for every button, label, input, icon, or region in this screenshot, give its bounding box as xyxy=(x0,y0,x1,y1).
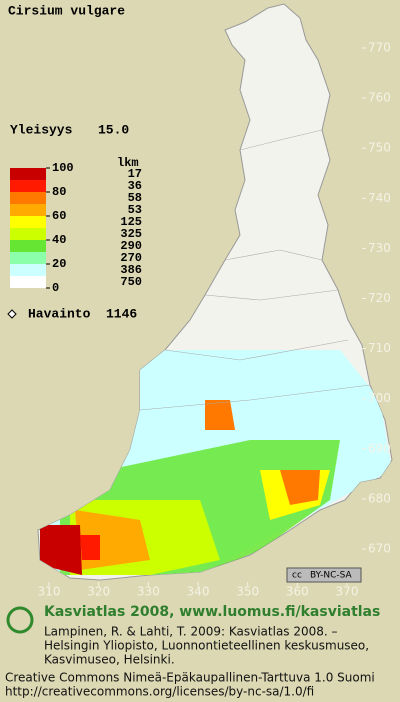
scale-tick-label: 60 xyxy=(52,209,66,223)
class-count: 125 xyxy=(120,215,142,229)
northing-tick-label: 760 xyxy=(368,91,391,105)
legend-swatch xyxy=(10,276,46,288)
class-count: 325 xyxy=(120,227,142,241)
easting-tick-label: 350 xyxy=(236,585,259,599)
legend-swatch xyxy=(10,168,46,180)
legend-swatch xyxy=(10,180,46,192)
logo xyxy=(6,606,34,634)
legend-swatch xyxy=(10,192,46,204)
class-count: 750 xyxy=(120,275,142,289)
northing-tick-label: 750 xyxy=(368,141,391,155)
species-title: Cirsium vulgare xyxy=(8,3,125,18)
northing-tick-label: 730 xyxy=(368,241,391,255)
northing-tick-label: 710 xyxy=(368,341,391,355)
license-line: Creative Commons Nimeä-Epäkaupallinen-Ta… xyxy=(5,671,375,685)
class-count: 270 xyxy=(120,251,142,265)
scale-tick-label: 0 xyxy=(52,281,59,295)
easting-tick-label: 330 xyxy=(137,585,160,599)
site-link: Kasviatlas 2008, www.luomus.fi/kasviatla… xyxy=(44,604,380,620)
northing-tick-label: 770 xyxy=(368,41,391,55)
frequency-label: Yleisyys xyxy=(10,122,73,137)
easting-tick-label: 320 xyxy=(87,585,110,599)
scale-tick-label: 40 xyxy=(52,233,66,247)
northing-tick-label: 720 xyxy=(368,291,391,305)
license-line: http://creativecommons.org/licenses/by-n… xyxy=(5,685,314,699)
heat-layer xyxy=(40,350,392,575)
legend-swatch xyxy=(10,264,46,276)
citation-line: Helsingin Yliopisto, Luonnontieteellinen… xyxy=(44,639,369,653)
class-count: 17 xyxy=(128,167,142,181)
grid-ticks: 770 760 750 740 730 720 710 700 690 680 670 310 320 3… xyxy=(38,41,391,599)
class-count: 53 xyxy=(128,203,142,217)
citation-line: Kasvimuseo, Helsinki. xyxy=(44,653,175,667)
northing-tick-label: 700 xyxy=(368,391,391,405)
northing-tick-label: 680 xyxy=(368,491,391,505)
scale-tick-label: 80 xyxy=(52,185,66,199)
observation-count: 1146 xyxy=(106,306,137,321)
legend-swatch xyxy=(10,216,46,228)
license-badge-cc: cc xyxy=(292,571,302,581)
license-badge-box xyxy=(286,567,362,583)
northing-tick-label: 670 xyxy=(368,542,391,556)
legend-swatch xyxy=(10,252,46,264)
class-count: 290 xyxy=(120,239,142,253)
scale-tick-label: 20 xyxy=(52,257,66,271)
legend-swatch xyxy=(10,228,46,240)
legend-swatch xyxy=(10,240,46,252)
citation-line: Lampinen, R. & Lahti, T. 2009: Kasviatla… xyxy=(44,625,338,639)
easting-tick-label: 360 xyxy=(286,585,309,599)
frequency-value: 15.0 xyxy=(98,122,129,137)
northing-tick-label: 740 xyxy=(368,191,391,205)
easting-tick-label: 340 xyxy=(187,585,210,599)
license-badge: BY-NC-SA xyxy=(310,571,353,581)
count-header: lkm xyxy=(117,156,139,170)
class-count: 58 xyxy=(128,191,142,205)
easting-tick-label: 370 xyxy=(336,585,359,599)
legend-swatch xyxy=(10,204,46,216)
observation-label: Havainto xyxy=(28,306,91,321)
northing-tick-label: 690 xyxy=(368,441,391,455)
observation-symbol xyxy=(7,309,17,319)
class-count: 36 xyxy=(128,179,142,193)
scale-tick-label: 100 xyxy=(52,161,74,175)
class-count: 386 xyxy=(120,263,142,277)
region-borders xyxy=(139,129,371,411)
easting-tick-label: 310 xyxy=(38,585,61,599)
